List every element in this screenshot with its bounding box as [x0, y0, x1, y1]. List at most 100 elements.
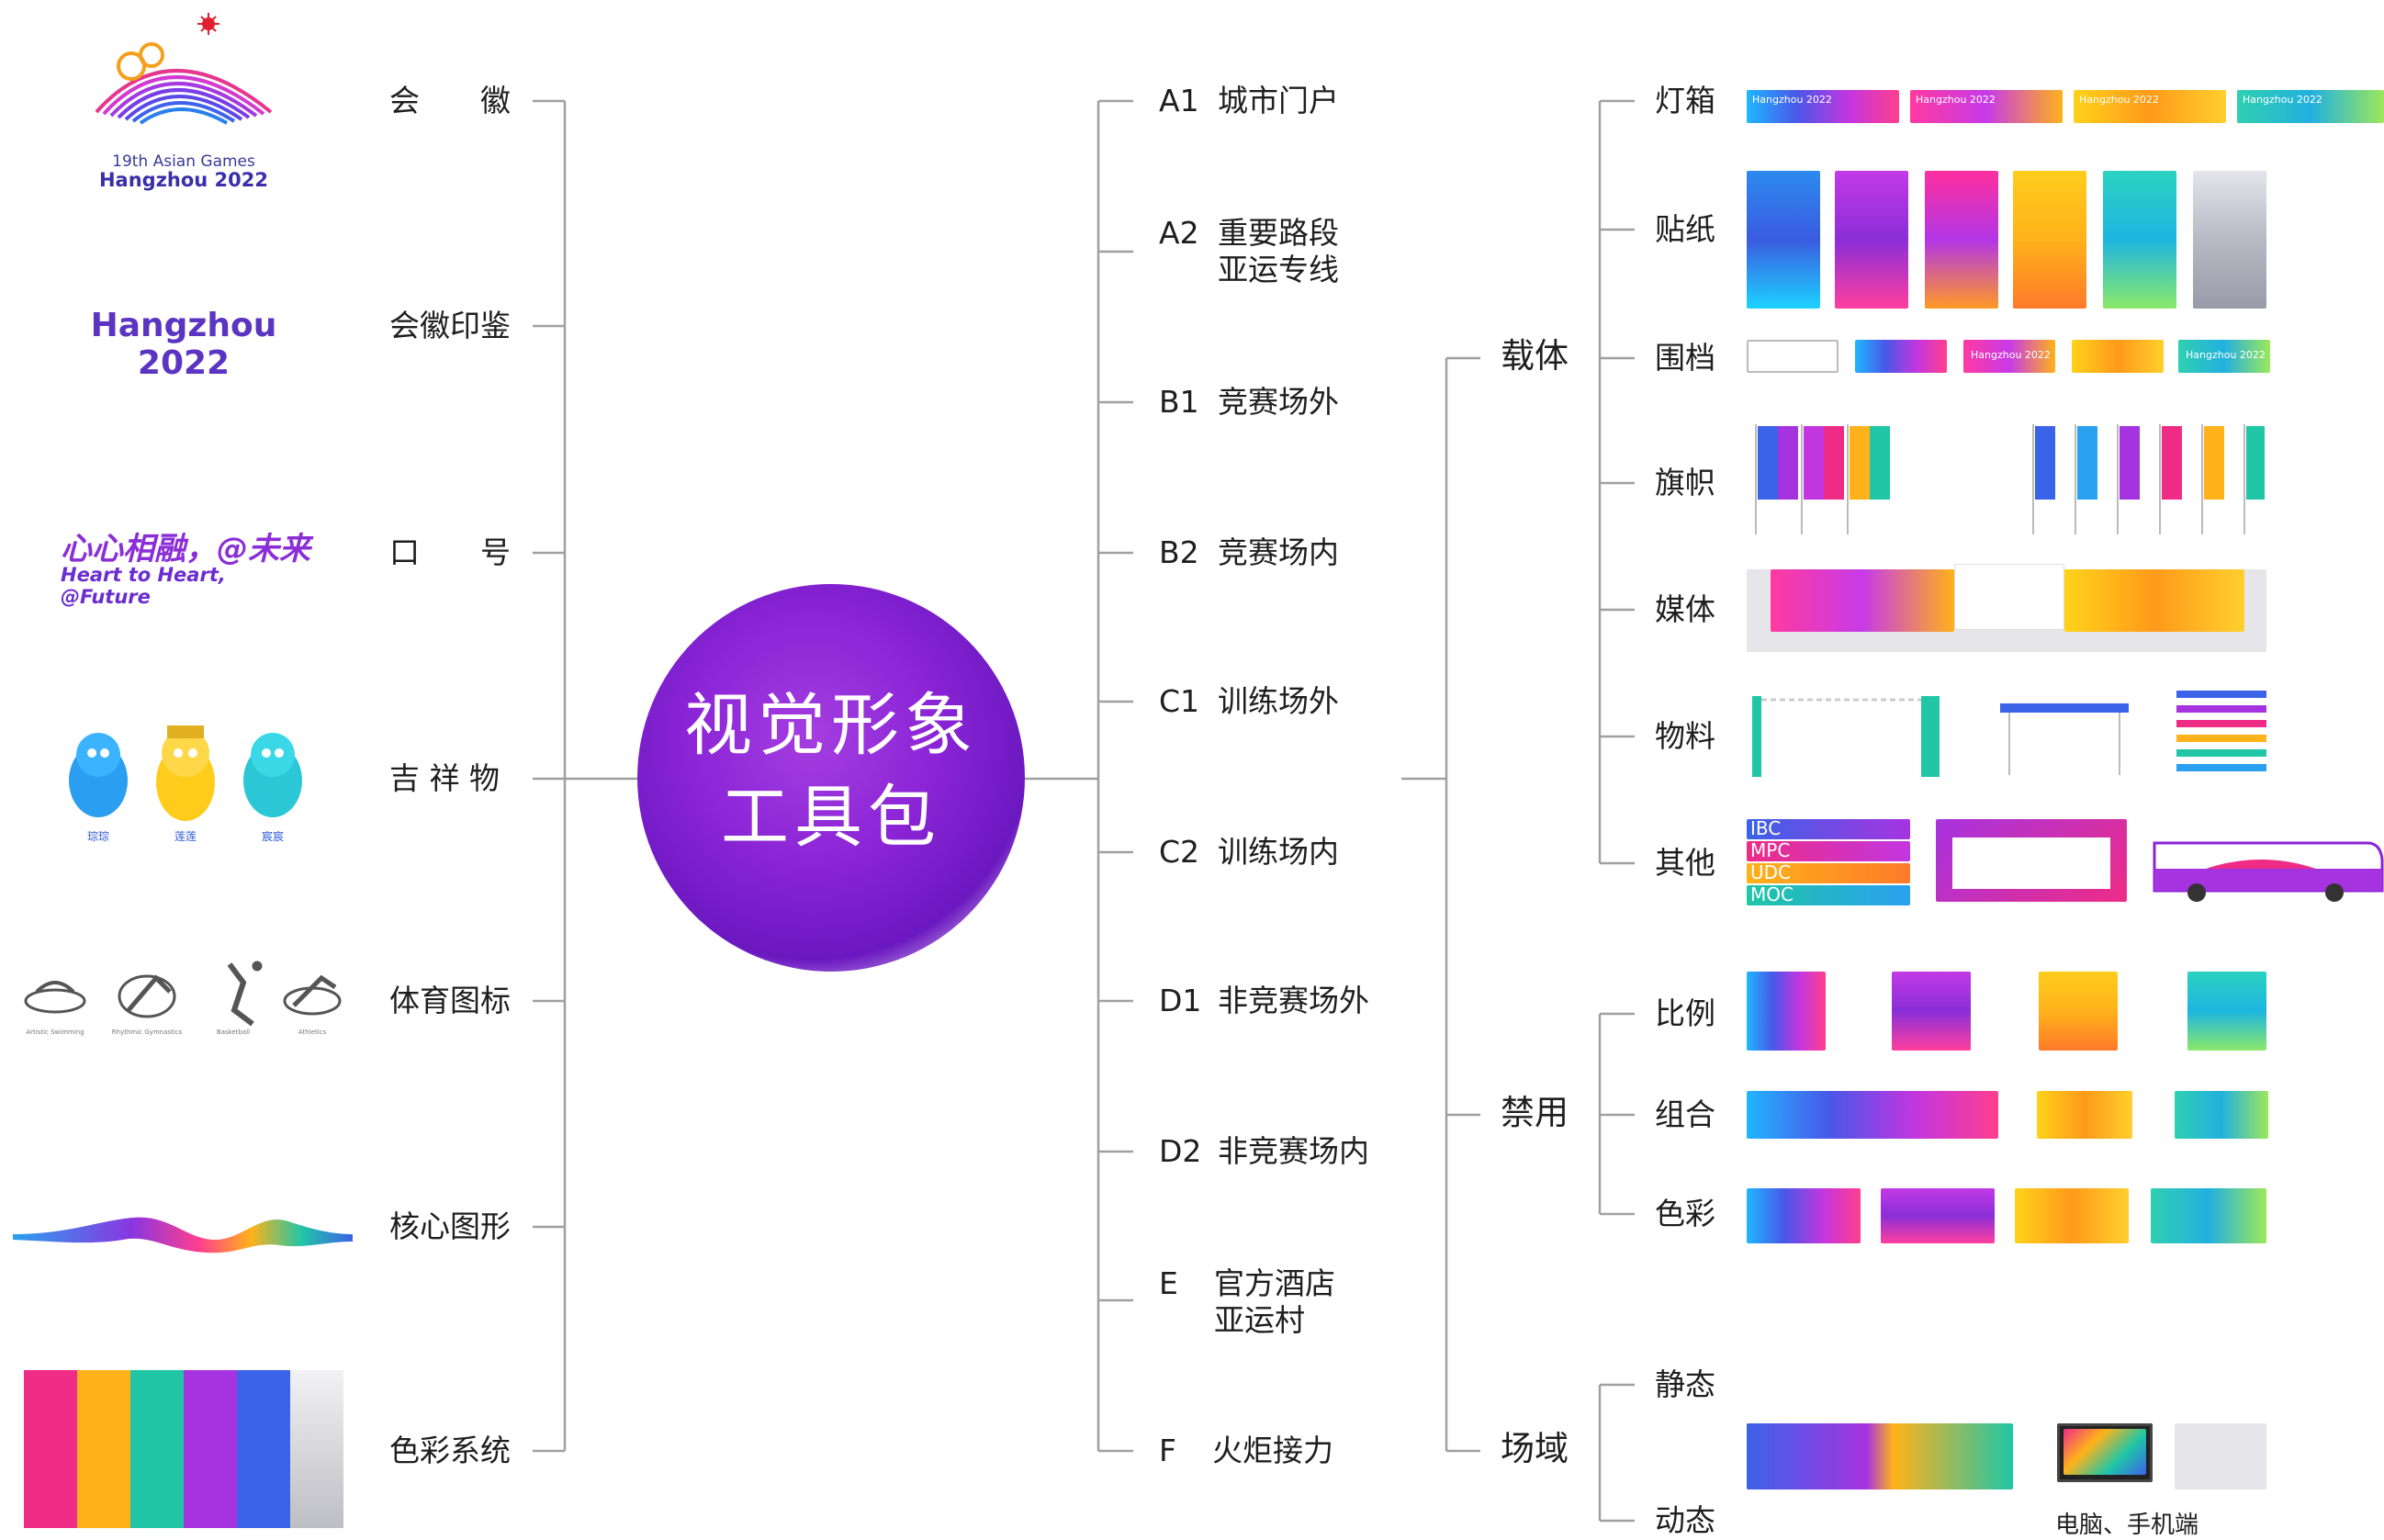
slogan-en: Heart to Heart, @Future	[61, 564, 226, 608]
other-strip-mpc: MPC	[1747, 841, 1910, 861]
color-palette	[24, 1370, 343, 1528]
device-caption: 电脑、手机端	[2055, 1512, 2199, 1539]
lightbox-thumb-3-text: Hangzhou 2022	[2079, 94, 2159, 106]
media-panel-center	[1954, 564, 2064, 630]
combo-thumb-3	[2175, 1091, 2268, 1139]
field-static-panel	[1747, 1423, 2013, 1489]
media-panel-left	[1771, 569, 1954, 632]
mid-code-c1: C1	[1159, 683, 1200, 719]
hoarding-thumb-2	[1855, 340, 1947, 373]
sticker-thumb-2	[1835, 171, 1908, 309]
hoarding-thumb-5-text: Hangzhou 2022	[2186, 349, 2266, 361]
lightbox-thumb-1: Hangzhou 2022	[1747, 90, 1899, 123]
sub-label-media: 媒体	[1655, 591, 1715, 627]
combo-thumb-2	[2037, 1091, 2132, 1139]
sport-label-2: Rhythmic Gymnastics	[111, 1029, 183, 1036]
flag-group-2	[2028, 421, 2266, 538]
sticker-thumb-6	[2193, 171, 2266, 309]
mid-code-f: F	[1159, 1433, 1176, 1468]
mid-code-d1: D1	[1159, 983, 1202, 1018]
flag-group-1	[1747, 421, 1894, 538]
mid-text-b2: 竞赛场内	[1218, 534, 1339, 570]
center-title-line2: 工具包	[721, 778, 941, 857]
lightbox-thumb-2-text: Hangzhou 2022	[1916, 94, 1996, 106]
left-label-sport-icons: 体育图标	[389, 983, 511, 1018]
group-label-field: 场域	[1501, 1429, 1569, 1468]
hoarding-thumb-3-text: Hangzhou 2022	[1971, 349, 2051, 361]
mid-text-d1: 非竞赛场外	[1218, 983, 1369, 1018]
sport-label-4: Athletics	[298, 1029, 327, 1036]
mid-code-b1: B1	[1159, 384, 1199, 420]
combo-thumb-1	[1747, 1091, 1998, 1139]
field-monitor-screen	[2064, 1429, 2146, 1475]
sticker-thumb-1	[1747, 171, 1820, 309]
color-thumb-1	[1747, 1188, 1861, 1243]
sub-label-ratio: 比例	[1655, 995, 1715, 1031]
lightbox-thumb-3: Hangzhou 2022	[2074, 90, 2226, 123]
material-table	[2000, 703, 2129, 777]
lightbox-thumb-2: Hangzhou 2022	[1910, 90, 2063, 123]
color-thumb-2	[1881, 1188, 1995, 1243]
palette-swatch-2	[77, 1370, 130, 1528]
group-label-forbidden: 禁用	[1501, 1093, 1569, 1132]
mid-code-b2: B2	[1159, 534, 1199, 570]
mid-code-d2: D2	[1159, 1133, 1202, 1169]
mid-text-f: 火炬接力	[1212, 1433, 1333, 1468]
emblem-seal-text: Hangzhou 2022	[90, 307, 277, 382]
lightbox-thumb-4-text: Hangzhou 2022	[2243, 94, 2322, 106]
media-panel-right	[2064, 569, 2244, 632]
color-thumb-3	[2015, 1188, 2129, 1243]
sticker-thumb-5	[2103, 171, 2176, 309]
other-board-inner	[1952, 837, 2110, 889]
palette-swatch-6	[290, 1370, 343, 1528]
sub-label-flag: 旗帜	[1655, 465, 1715, 500]
palette-swatch-3	[130, 1370, 184, 1528]
sub-label-dynamic: 动态	[1655, 1502, 1715, 1538]
other-code-moc: MOC	[1750, 885, 1794, 905]
mid-text-c2: 训练场内	[1218, 834, 1339, 870]
lightbox-thumb-1-text: Hangzhou 2022	[1752, 94, 1832, 106]
mid-text-d2: 非竞赛场内	[1218, 1133, 1369, 1169]
other-strip-moc: MOC	[1747, 885, 1910, 905]
sub-label-lightbox: 灯箱	[1655, 83, 1715, 118]
mid-code-e: E	[1159, 1265, 1178, 1301]
hoarding-thumb-4	[2072, 340, 2164, 373]
emblem-graphic	[87, 11, 280, 195]
mascots-graphic	[57, 716, 314, 854]
sub-label-sticker: 贴纸	[1655, 211, 1715, 247]
palette-swatch-5	[237, 1370, 290, 1528]
other-strip-ibc: IBC	[1747, 819, 1910, 839]
center-title: 视觉形象 工具包	[637, 680, 1025, 863]
sub-label-other: 其他	[1655, 845, 1715, 881]
sticker-thumb-4	[2013, 171, 2086, 309]
field-phone	[2175, 1423, 2266, 1489]
hoarding-thumb-3: Hangzhou 2022	[1963, 340, 2055, 373]
slogan-cn: 心心相融，@未来	[61, 531, 310, 568]
left-label-color-system: 色彩系统	[389, 1433, 511, 1468]
mid-text-e: 官方酒店	[1214, 1265, 1335, 1301]
left-label-mascot: 吉 祥 物	[389, 760, 500, 796]
left-label-core-graphic: 核心图形	[389, 1208, 511, 1244]
left-label-emblem: 会 徽	[389, 83, 511, 118]
mid-text2-a2: 亚运专线	[1218, 252, 1339, 287]
group-label-carrier: 载体	[1501, 336, 1569, 376]
lightbox-thumb-4: Hangzhou 2022	[2237, 90, 2384, 123]
palette-swatch-4	[184, 1370, 237, 1528]
emblem-title: Hangzhou 2022	[98, 169, 269, 191]
sport-label-1: Artistic Swimming	[26, 1029, 84, 1036]
center-bubble	[637, 584, 1025, 972]
mid-text-b1: 竞赛场外	[1218, 384, 1339, 420]
sport-label-3: Basketball	[216, 1029, 251, 1036]
other-board	[1936, 819, 2127, 902]
mid-code-c2: C2	[1159, 834, 1200, 870]
material-strips	[2176, 689, 2266, 777]
ratio-thumb-4	[2187, 972, 2266, 1051]
other-code-udc: UDC	[1750, 863, 1792, 883]
mascot-name-3: 宸宸	[261, 830, 284, 843]
sub-label-color: 色彩	[1655, 1196, 1715, 1231]
other-bus	[2151, 832, 2384, 905]
emblem-subtitle: 19th Asian Games	[112, 152, 255, 171]
palette-swatch-1	[24, 1370, 77, 1528]
core-graphic-wave	[13, 1194, 353, 1267]
